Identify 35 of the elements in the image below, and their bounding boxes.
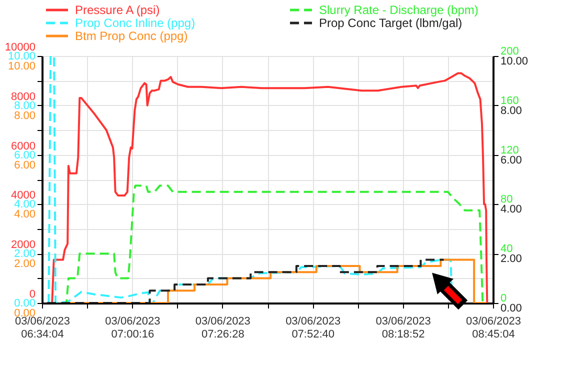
x-tick-label: 03/06/2023 08:18:52	[376, 316, 431, 340]
y2-tick-label: 8.00	[14, 110, 36, 122]
x-tick-label: 03/06/2023 07:00:16	[105, 316, 160, 340]
legend-label: Btm Prop Conc (ppg)	[75, 29, 188, 43]
text: 0.00	[500, 302, 522, 314]
text: 4.00	[500, 204, 522, 216]
text: 8.00	[14, 100, 36, 112]
legend-label: Slurry Rate - Discharge (bpm)	[319, 3, 478, 17]
text: 8.00	[500, 104, 522, 117]
legend-label: Prop Conc Inline (ppg)	[75, 16, 196, 30]
text: 0.00	[14, 298, 36, 310]
x-tick-label: 03/06/2023 06:34:04	[14, 316, 70, 340]
legend-label: Pressure A (psi)	[75, 3, 160, 17]
y3-tick-label: 0	[500, 292, 507, 304]
y2-tick-label: 10.00	[8, 60, 36, 72]
text: 4.00	[14, 198, 36, 211]
x-tick-label: 03/06/2023 07:52:40	[286, 316, 341, 340]
y3-tick-label: 200	[500, 46, 519, 58]
y2-tick-label: 2.00	[14, 258, 36, 270]
y3-tick-label: 160	[500, 94, 519, 107]
text: 6.00	[14, 149, 36, 162]
legend-label: Prop Conc Target (lbm/gal)	[319, 16, 462, 30]
text: 10.00	[8, 50, 36, 62]
y3-tick-label: 80	[500, 194, 513, 206]
y2-tick-label: 4.00	[14, 208, 36, 221]
text: 2.00	[14, 248, 36, 260]
y3-tick-label: 120	[500, 144, 519, 156]
text: 2.00	[500, 253, 522, 266]
x-tick-label: 03/06/2023 07:26:28	[195, 316, 250, 340]
x-tick-label: 03/06/2023 08:45:04	[466, 316, 522, 340]
y-tick-label: 0	[29, 288, 36, 300]
y2-tick-label: 6.00	[14, 159, 36, 172]
y3-tick-label: 40	[500, 243, 513, 256]
text: 6.00	[500, 154, 522, 166]
text: 10.00	[500, 56, 528, 68]
